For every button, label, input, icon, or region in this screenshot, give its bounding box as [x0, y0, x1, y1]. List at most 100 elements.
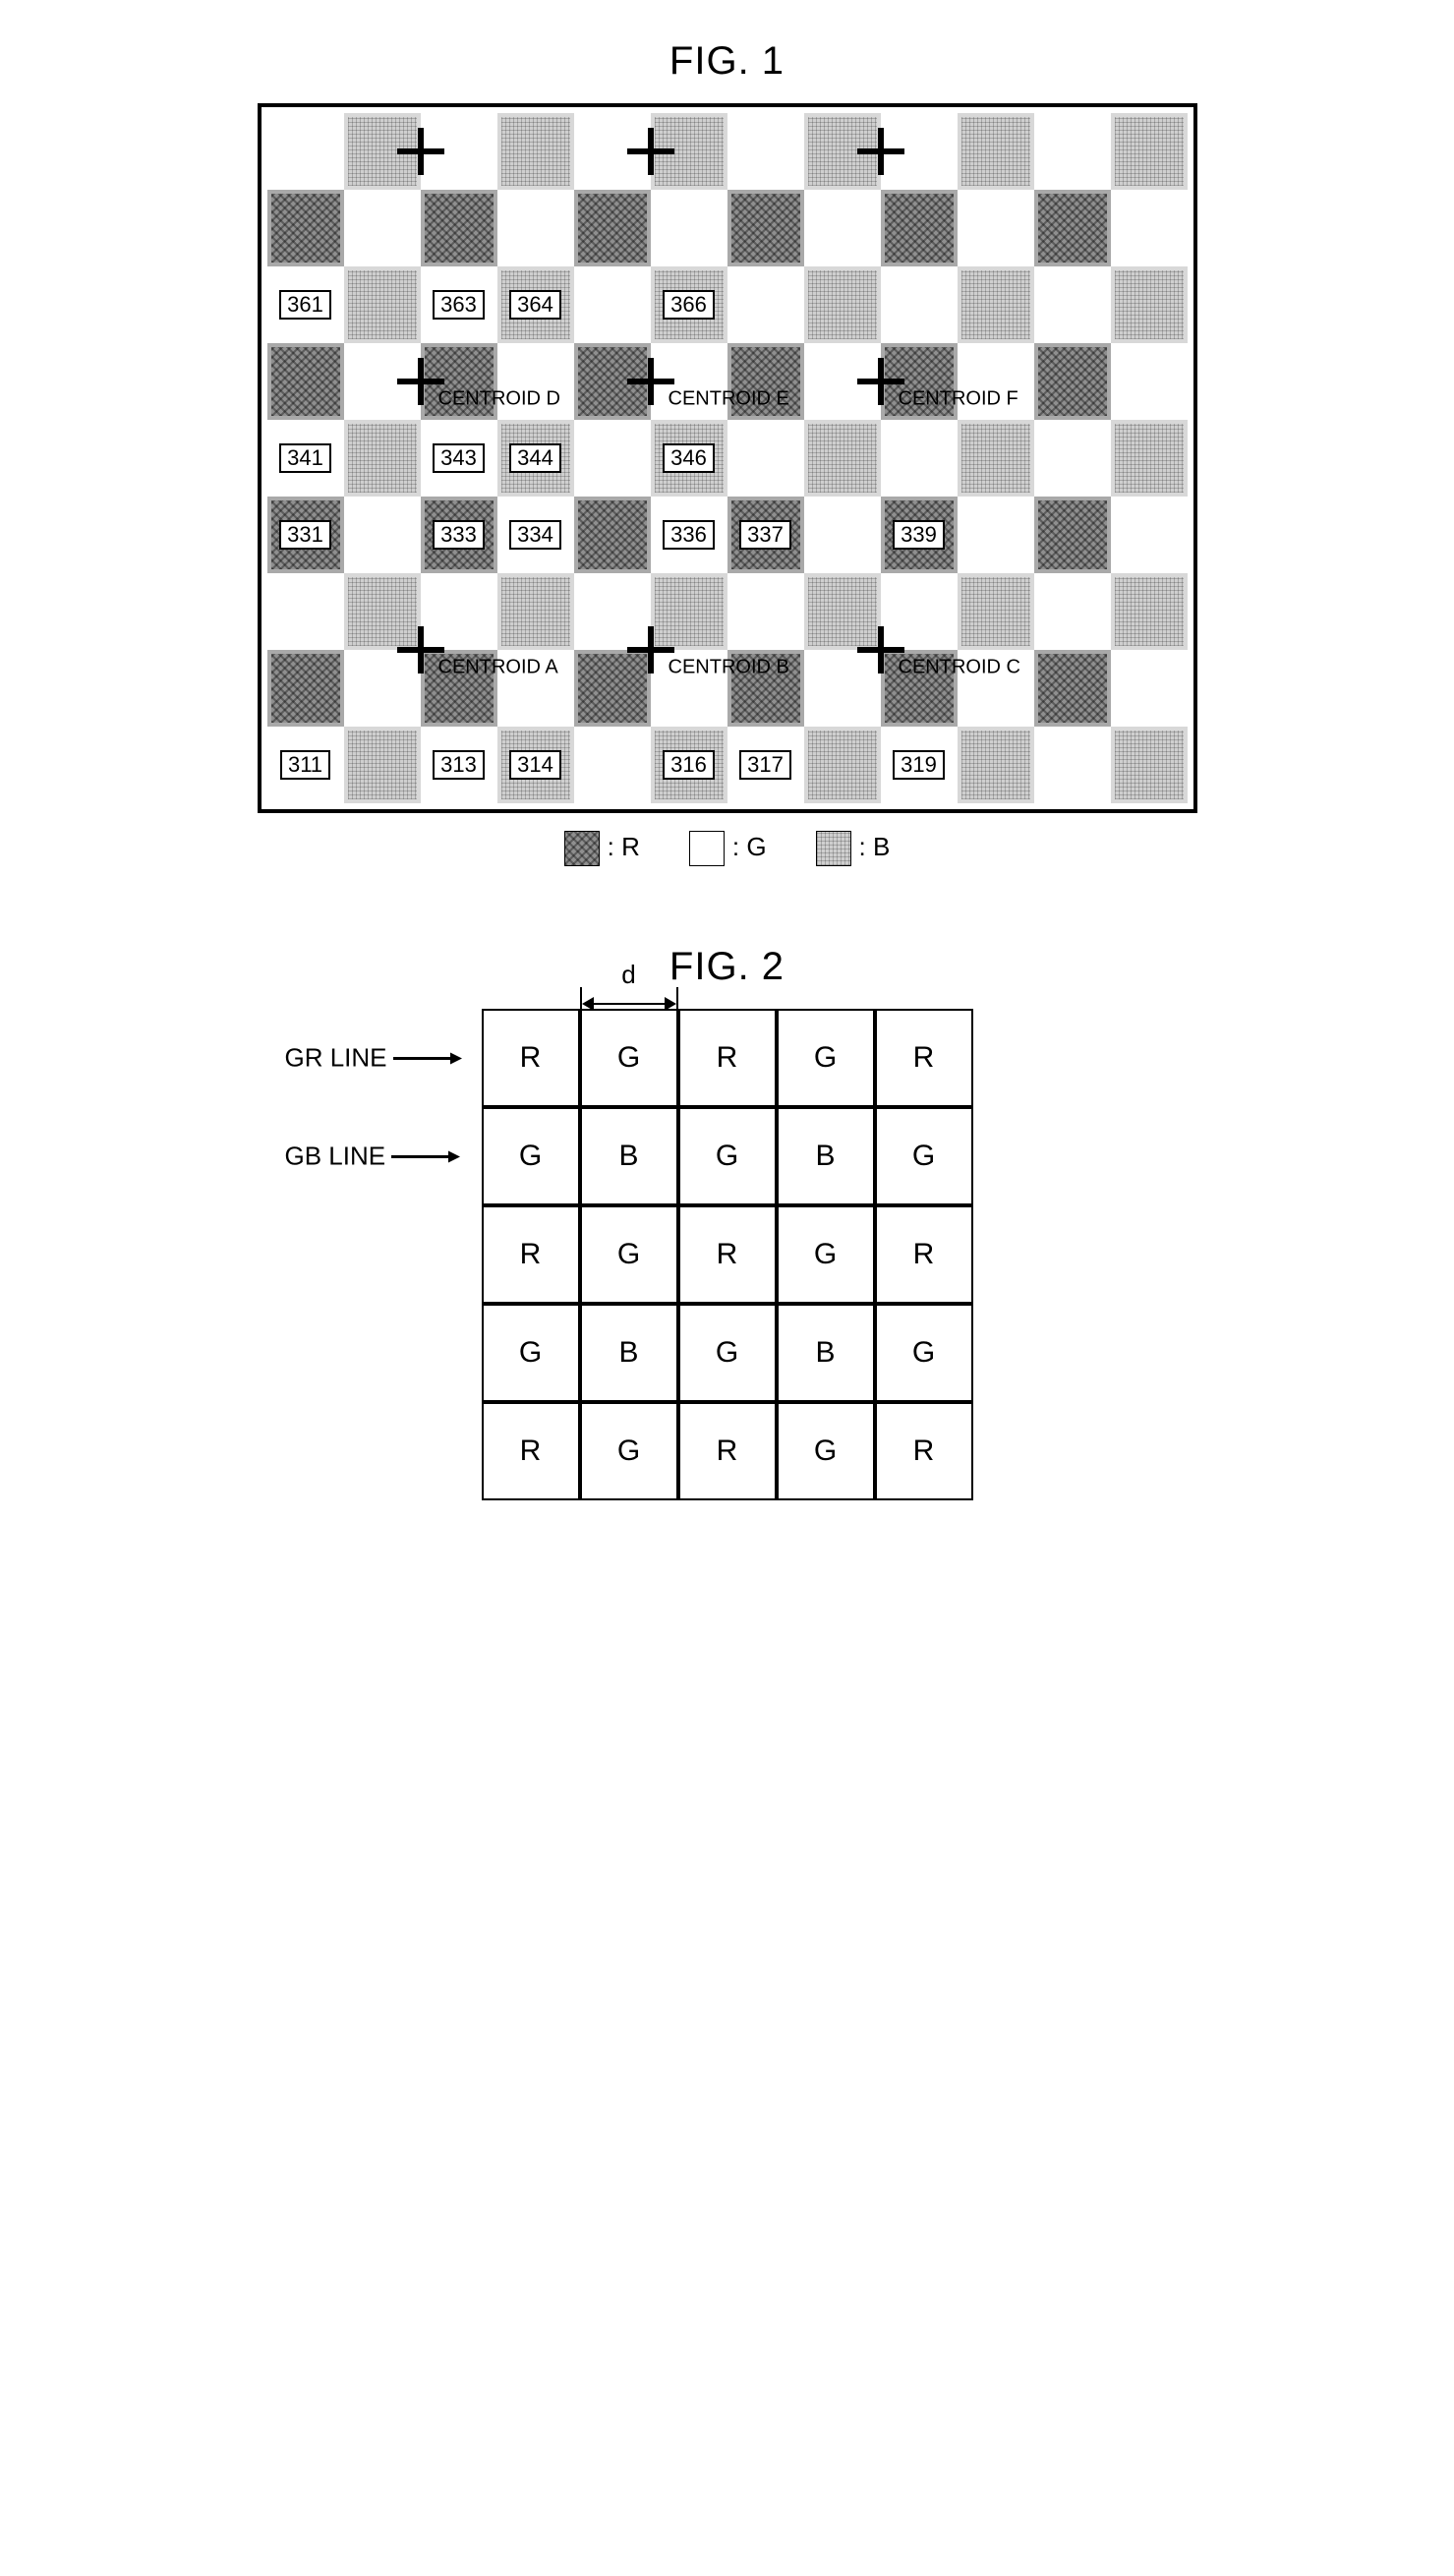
gr-line-text: GR LINE	[285, 1043, 387, 1074]
pixel-number: 346	[663, 443, 715, 473]
figure-2: FIG. 2 d RGRGRGBGBGRGRGRGBGBGRGRGR GR LI…	[39, 945, 1415, 1500]
figure-1-title: FIG. 1	[39, 39, 1415, 84]
pixel-cell	[421, 113, 497, 190]
pixel-cell: 364	[497, 266, 574, 343]
pixel-cell	[421, 650, 497, 727]
pixel-cell: 341	[267, 420, 344, 497]
pixel-cell: 316	[651, 727, 727, 803]
pixel-cell	[881, 113, 958, 190]
pixel-cell	[344, 420, 421, 497]
legend-R-label: : R	[608, 832, 640, 861]
pixel-cell	[344, 650, 421, 727]
pixel-cell	[958, 343, 1034, 420]
pixel-cell: 311	[267, 727, 344, 803]
pixel-cell	[497, 573, 574, 650]
pixel-cell: 361	[267, 266, 344, 343]
pixel-cell: 344	[497, 420, 574, 497]
pixel-cell	[574, 573, 651, 650]
pixel-cell	[1111, 650, 1188, 727]
pixel-number: 336	[663, 520, 715, 550]
pixel-cell	[574, 190, 651, 266]
pixel-cell	[804, 420, 881, 497]
pixel-cell-labeled: R	[678, 1402, 777, 1500]
pixel-number: 361	[279, 290, 331, 320]
pixel-cell	[651, 113, 727, 190]
pixel-cell	[1111, 266, 1188, 343]
pixel-cell-labeled: G	[875, 1304, 973, 1402]
pixel-cell	[958, 650, 1034, 727]
pixel-cell	[267, 190, 344, 266]
pixel-cell-labeled: R	[678, 1205, 777, 1304]
pixel-cell-labeled: R	[482, 1205, 580, 1304]
pixel-number: 311	[280, 750, 330, 780]
pixel-number: 364	[509, 290, 561, 320]
pixel-cell-labeled: G	[777, 1009, 875, 1107]
pixel-number: 343	[433, 443, 485, 473]
pixel-cell-labeled: G	[678, 1107, 777, 1205]
pixel-cell	[804, 113, 881, 190]
pixel-cell-labeled: G	[580, 1205, 678, 1304]
pixel-cell	[574, 343, 651, 420]
pixel-number: 363	[433, 290, 485, 320]
pixel-cell: 333	[421, 497, 497, 573]
pixel-cell: 366	[651, 266, 727, 343]
pixel-cell	[727, 190, 804, 266]
swatch-R	[564, 831, 600, 866]
pixel-cell	[344, 573, 421, 650]
pixel-number: 331	[279, 520, 331, 550]
pixel-number: 341	[279, 443, 331, 473]
pixel-cell	[651, 343, 727, 420]
pixel-cell	[881, 650, 958, 727]
pixel-number: 319	[893, 750, 945, 780]
pixel-cell	[1111, 190, 1188, 266]
pixel-number: 333	[433, 520, 485, 550]
pixel-cell	[1034, 190, 1111, 266]
bayer-grid: 361 363 364 366 341 343 344 346 331 333 334 336 337 3…	[258, 103, 1197, 813]
pixel-cell-labeled: G	[777, 1205, 875, 1304]
pixel-cell	[881, 343, 958, 420]
pixel-cell	[727, 113, 804, 190]
pixel-cell	[727, 266, 804, 343]
pixel-cell-labeled: B	[777, 1107, 875, 1205]
pixel-cell	[1034, 650, 1111, 727]
pixel-cell	[497, 190, 574, 266]
pixel-cell: 331	[267, 497, 344, 573]
pixel-cell: 319	[881, 727, 958, 803]
pixel-cell-labeled: R	[482, 1009, 580, 1107]
figure-2-title: FIG. 2	[39, 945, 1415, 989]
gb-line-text: GB LINE	[285, 1142, 386, 1172]
gr-line-label: GR LINE	[285, 1043, 462, 1074]
pixel-number: 334	[509, 520, 561, 550]
pixel-cell	[1111, 727, 1188, 803]
pixel-cell	[727, 650, 804, 727]
pixel-number: 313	[433, 750, 485, 780]
pixel-cell: 346	[651, 420, 727, 497]
pixel-cell-labeled: R	[875, 1205, 973, 1304]
pixel-cell	[1034, 497, 1111, 573]
legend-G: : G	[689, 831, 767, 866]
pixel-cell	[344, 266, 421, 343]
pixel-cell	[574, 420, 651, 497]
pixel-cell	[804, 497, 881, 573]
pixel-cell	[267, 573, 344, 650]
pixel-cell	[804, 573, 881, 650]
pixel-cell	[881, 266, 958, 343]
swatch-B	[816, 831, 851, 866]
pixel-cell	[727, 573, 804, 650]
legend-B-label: : B	[859, 832, 891, 861]
pixel-cell	[421, 343, 497, 420]
pixel-number: 316	[663, 750, 715, 780]
pixel-cell	[881, 420, 958, 497]
figure-1-legend: : R : G : B	[564, 831, 891, 866]
pixel-cell-labeled: G	[580, 1402, 678, 1500]
pixel-cell	[958, 113, 1034, 190]
pixel-cell	[804, 650, 881, 727]
pixel-number: 317	[739, 750, 791, 780]
pixel-cell: 337	[727, 497, 804, 573]
pixel-cell	[958, 420, 1034, 497]
pixel-cell-labeled: G	[777, 1402, 875, 1500]
pixel-cell	[574, 727, 651, 803]
pixel-cell: 363	[421, 266, 497, 343]
pixel-cell	[421, 190, 497, 266]
pixel-cell	[958, 266, 1034, 343]
